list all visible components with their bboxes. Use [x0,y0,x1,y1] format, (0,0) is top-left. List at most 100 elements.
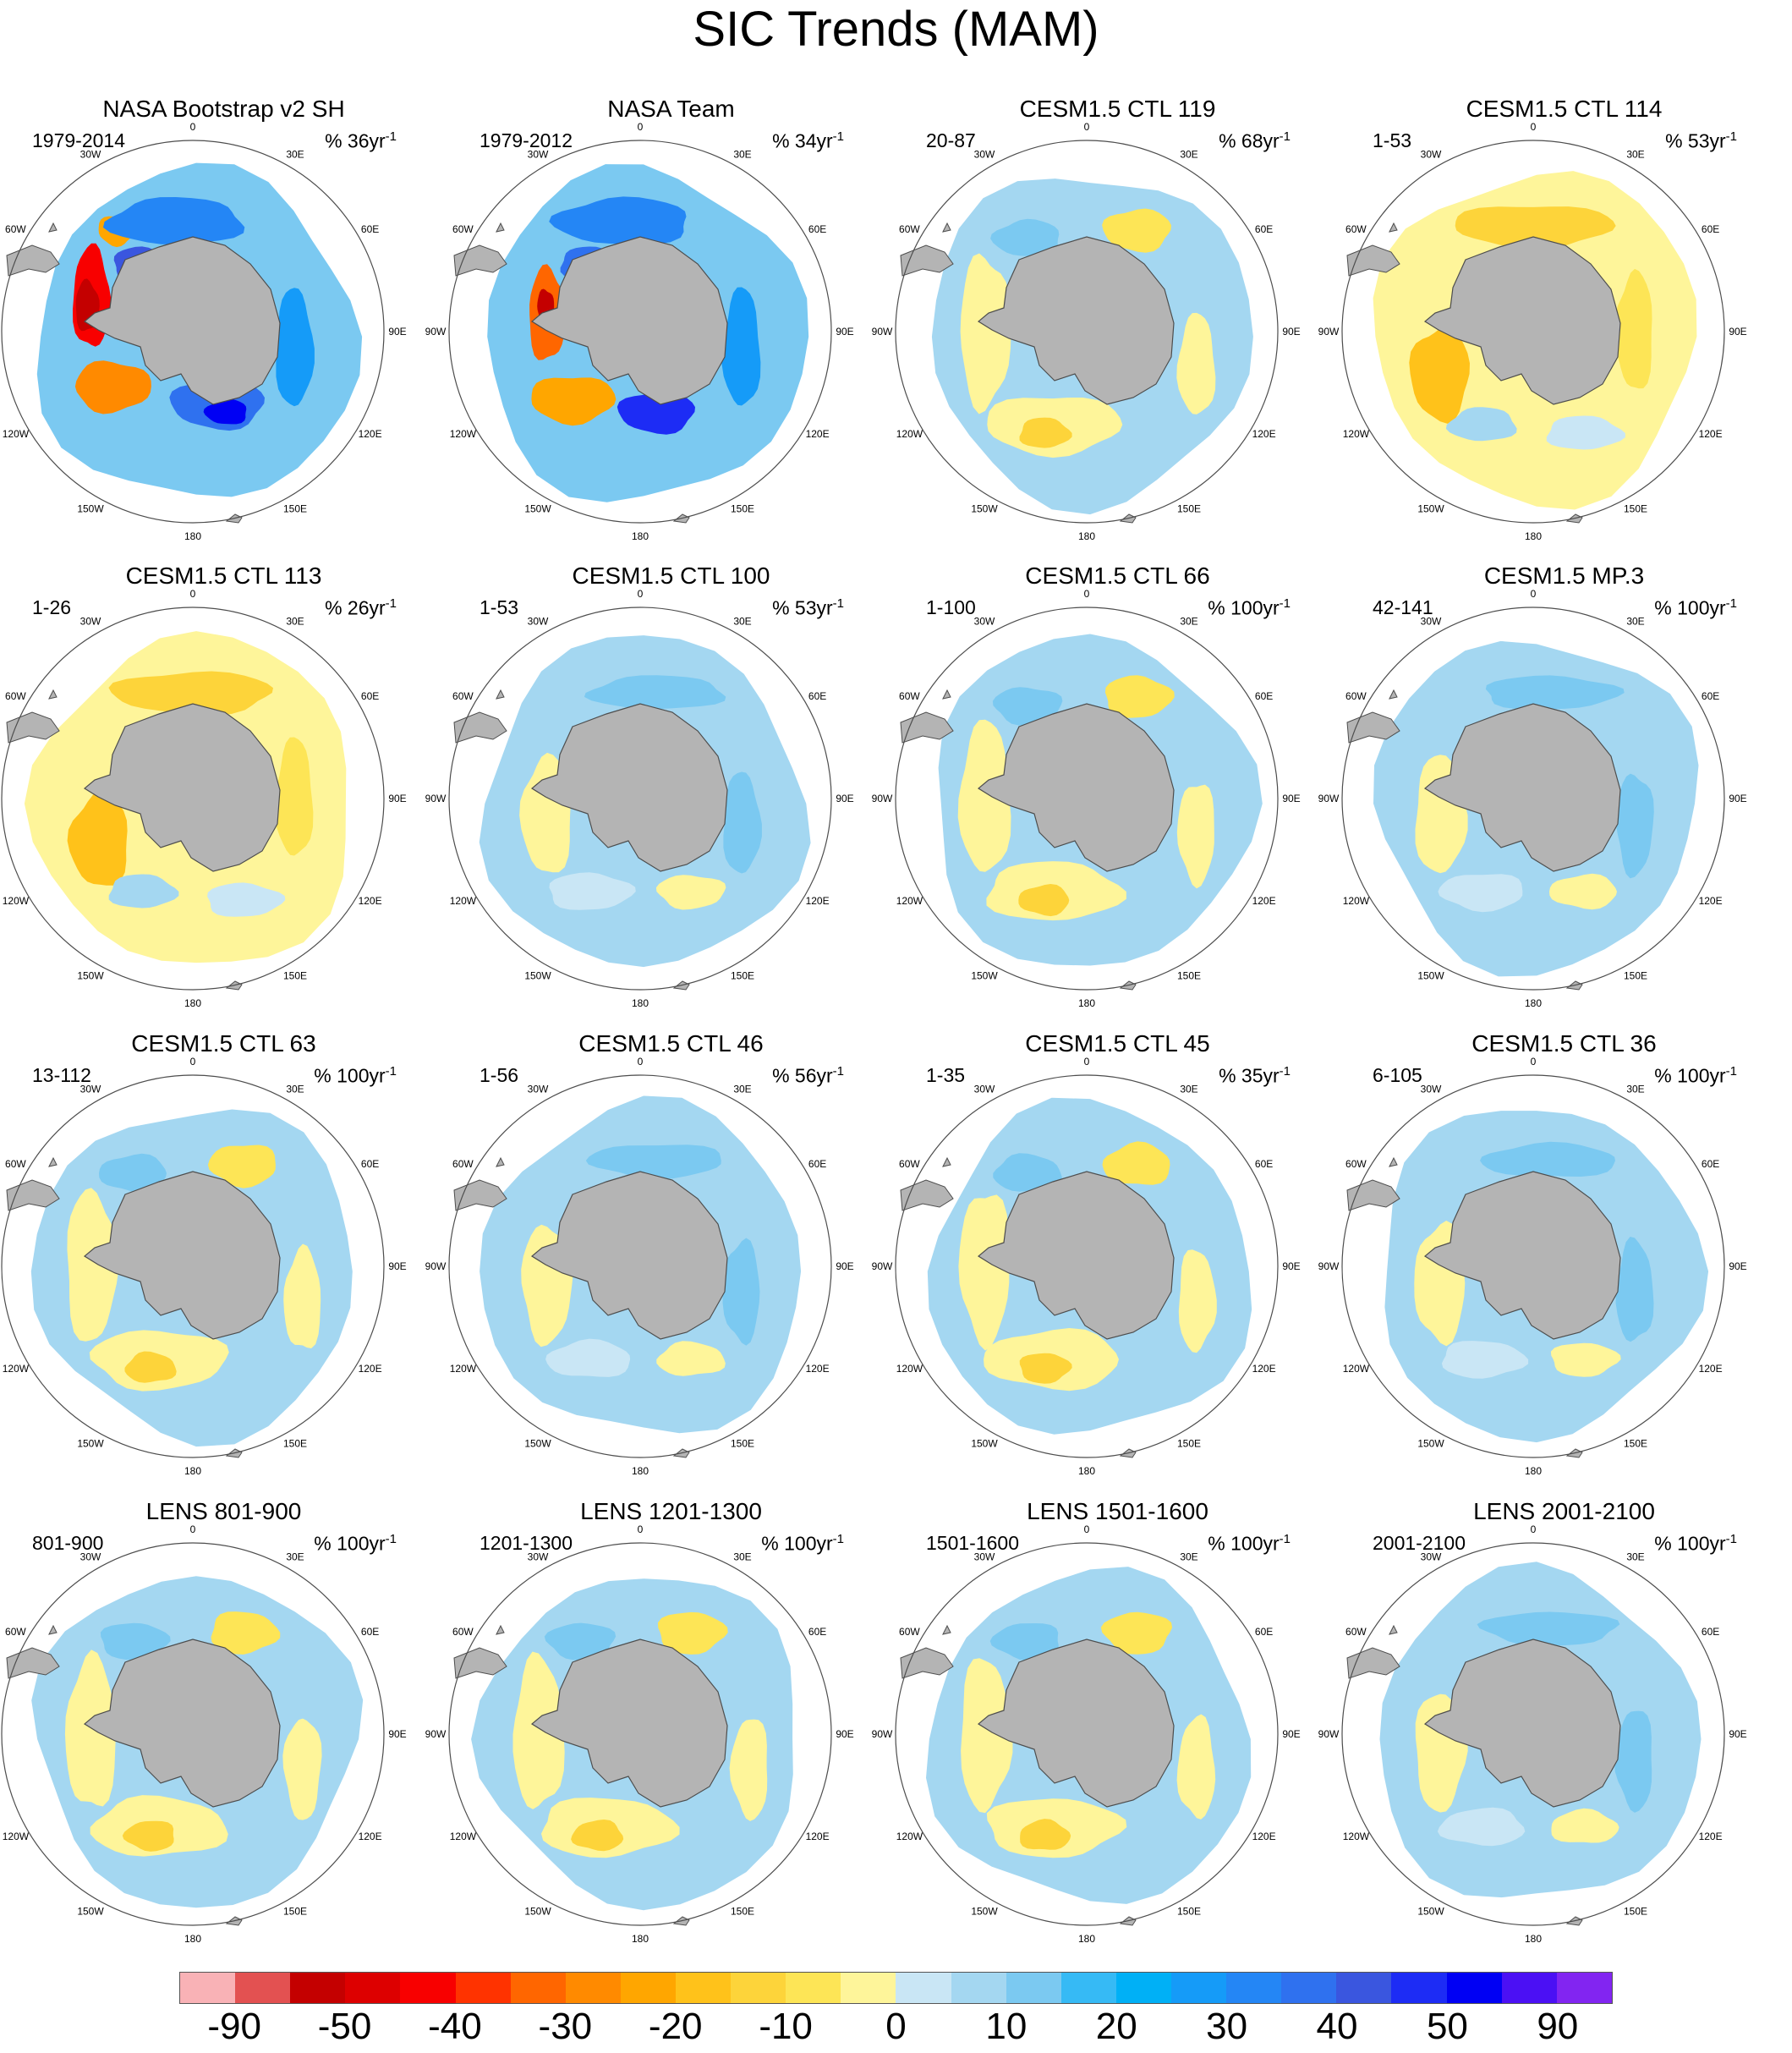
longitude-label: 120W [1343,1831,1370,1842]
longitude-label: 90W [425,1260,447,1272]
longitude-label: 30E [1626,148,1644,160]
map-boundary-circle [1341,607,1725,991]
trend-anomaly [203,398,247,425]
trend-anomaly [729,1719,768,1821]
longitude-label: 150W [77,1438,104,1450]
polar-map: 0 30E 60E 90E 120E 150E 180 150W 120W 90W 60W 30W [425,121,854,542]
panel-period: 42-141 [1373,596,1433,618]
longitude-label: 90W [1318,1728,1340,1740]
panel-period: 13-112 [32,1064,91,1086]
falkland-islands [496,1624,505,1635]
polar-map: 0 30E 60E 90E 120E 150E 180 150W 120W 90W 60W 30W [872,1523,1301,1945]
longitude-label: 60E [1255,690,1273,702]
longitude-label: 60E [1702,690,1719,702]
colorbar-label: -30 [538,2006,593,2047]
longitude-label: 120W [896,1831,923,1842]
longitude-label: 90W [872,1728,893,1740]
trend-anomaly [1614,268,1652,389]
colorbar-swatch [1006,1973,1061,2003]
colorbar-swatch [675,1973,732,2003]
longitude-label: 120W [3,1831,30,1842]
trend-anomaly [1445,407,1517,442]
map-boundary-circle [448,140,832,524]
longitude-label: 60E [1255,1626,1273,1638]
panel-trend-units: % 100yr-1 [314,1064,397,1087]
longitude-label: 90E [1282,793,1300,804]
longitude-label: 150W [971,503,998,515]
longitude-label: 0 [1084,1056,1090,1068]
colorbar-swatch [1446,1973,1502,2003]
polar-map: 0 30E 60E 90E 120E 150E 180 150W 120W 90W 60W 30W [425,588,854,1009]
longitude-label: 30W [528,148,549,160]
map-boundary-circle [1341,1542,1725,1926]
longitude-label: 150W [77,1906,104,1918]
falkland-islands [1389,1156,1398,1167]
trend-anomaly [958,1194,1010,1351]
longitude-label: 120E [1252,895,1276,907]
colorbar-label: 0 [885,2006,907,2047]
longitude-label: 0 [1084,1523,1090,1535]
map-panel: 0 30E 60E 90E 120E 150E 180 150W 120W 90W 60W 30W LE… [0,1492,447,1960]
colorbar-labels: -90 -50 -40 -30 -20 -10 0 10 20 30 40 50 90 [0,2003,1792,2050]
falkland-islands [942,222,951,233]
longitude-label: 0 [190,1056,196,1068]
panel-trend-units: % 26yr-1 [325,596,397,619]
longitude-label: 120E [1699,1363,1723,1375]
panel-title: NASA Team [607,96,735,122]
panel-trend-units: % 34yr-1 [772,129,844,152]
longitude-label: 180 [1078,997,1095,1009]
antarctica-landmass [83,1639,281,1808]
longitude-label: 120E [1252,428,1276,440]
longitude-label: 90W [1318,1260,1340,1272]
panel-period: 1-53 [480,596,519,618]
polar-map: 0 30E 60E 90E 120E 150E 180 150W 120W 90W 60W 30W [1318,121,1747,542]
trend-anomaly [549,872,636,910]
longitude-label: 60W [452,223,474,235]
panel-trend-units: % 100yr-1 [314,1532,397,1555]
antarctica-landmass [83,236,281,405]
longitude-label: 30W [528,1083,549,1095]
trend-anomaly [1614,1710,1652,1813]
falkland-islands [942,689,951,700]
longitude-label: 30W [80,615,101,627]
antarctica-landmass [1423,236,1621,405]
longitude-label: 30W [80,148,101,160]
colorbar-label: -40 [428,2006,482,2047]
longitude-label: 150W [524,970,551,982]
longitude-label: 90E [1282,1260,1300,1272]
longitude-label: 90E [836,1260,853,1272]
longitude-label: 120E [1252,1363,1276,1375]
trend-anomaly [1102,208,1171,253]
longitude-label: 180 [1078,1933,1095,1945]
longitude-label: 30E [1180,148,1197,160]
longitude-label: 90W [872,1260,893,1272]
panel-title: CESM1.5 CTL 113 [125,563,322,589]
longitude-label: 150W [1417,970,1444,982]
longitude-label: 120W [896,428,923,440]
trend-anomaly [207,1145,276,1188]
longitude-label: 30E [286,615,304,627]
south-america-tip [6,244,60,277]
trend-anomaly [1485,675,1625,710]
trend-anomaly [274,737,314,856]
longitude-label: 30W [80,1551,101,1562]
trend-anomaly [993,1153,1062,1192]
trend-anomaly [67,791,128,886]
panel-title: LENS 801-900 [145,1498,302,1524]
colorbar-label: 20 [1095,2006,1137,2047]
longitude-label: 90W [872,326,893,338]
longitude-label: 30W [1421,615,1442,627]
longitude-label: 60E [361,1626,379,1638]
longitude-label: 120E [806,428,830,440]
longitude-label: 30E [1180,1083,1197,1095]
antarctica-landmass [977,236,1175,405]
south-america-tip [453,244,507,277]
trend-anomaly [1100,1611,1173,1655]
panel-trend-units: % 53yr-1 [1665,129,1737,152]
longitude-label: 150E [731,1906,754,1918]
longitude-label: 120E [1252,1831,1276,1842]
trend-anomaly [1551,1808,1619,1843]
longitude-label: 30W [1421,148,1442,160]
longitude-label: 60E [808,223,826,235]
